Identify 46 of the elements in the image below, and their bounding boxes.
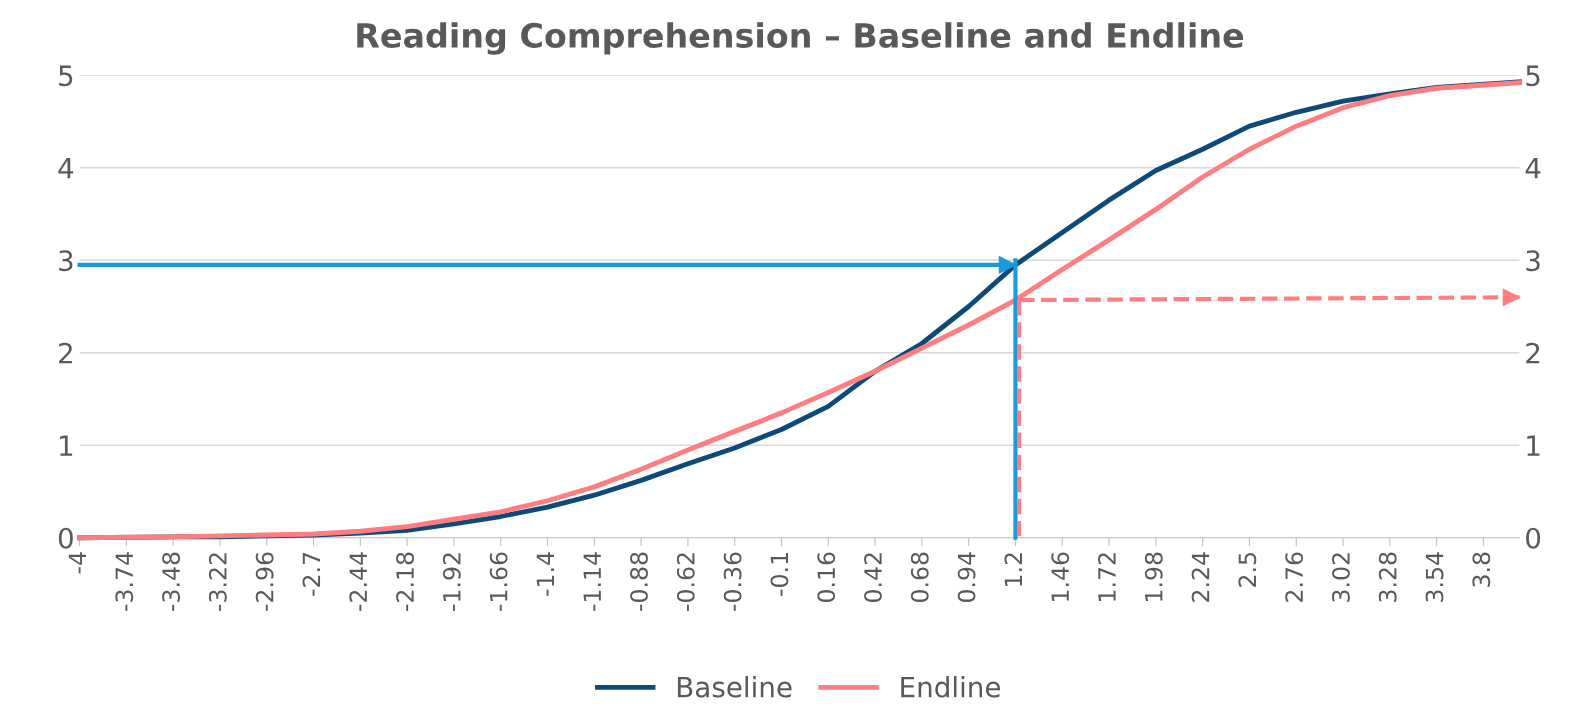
y-tick-label: 0 xyxy=(58,527,73,549)
x-tick-label: -2.96 xyxy=(255,552,274,611)
y2-tick-label: 3 xyxy=(1526,250,1540,272)
y-tick-label: 4 xyxy=(58,158,74,179)
x-tick-label: -3.48 xyxy=(162,552,180,611)
x-tick-label: -4 xyxy=(68,552,87,574)
x-tick-label: -1.66 xyxy=(489,552,508,611)
x-tick-label: 1.2 xyxy=(1004,553,1022,586)
legend-label: Endline xyxy=(901,676,1001,698)
x-tick-label: -0.62 xyxy=(676,553,695,611)
y2-tick-label: 4 xyxy=(1525,158,1541,179)
x-tick-label: -0.1 xyxy=(770,553,789,596)
x-tick-label: 3.02 xyxy=(1332,553,1350,602)
x-tick-label: -1.4 xyxy=(536,552,555,596)
legend-label: Baseline xyxy=(677,676,792,698)
x-tick-label: -1.14 xyxy=(583,552,601,611)
x-tick-label: 2.5 xyxy=(1238,553,1257,587)
x-tick-label: 0.16 xyxy=(817,552,836,602)
y-tick-label: 5 xyxy=(59,65,73,87)
x-tick-label: -1.92 xyxy=(442,553,461,611)
y2-tick-label: 0 xyxy=(1526,527,1541,549)
y-tick-label: 2 xyxy=(59,342,72,364)
x-tick-label: 1.72 xyxy=(1098,553,1116,601)
x-tick-label: 2.24 xyxy=(1191,552,1210,602)
x-tick-label: 1.46 xyxy=(1051,552,1070,601)
y-tick-label: 1 xyxy=(60,435,73,456)
x-tick-label: 3.28 xyxy=(1378,552,1397,602)
x-tick-label: 0.42 xyxy=(864,553,882,602)
y2-tick-label: 5 xyxy=(1526,65,1540,87)
x-tick-label: -0.36 xyxy=(723,552,742,611)
x-tick-label: -2.7 xyxy=(302,552,321,596)
x-tick-label: -2.18 xyxy=(396,552,414,611)
x-tick-label: 1.98 xyxy=(1144,552,1163,601)
x-tick-label: -2.44 xyxy=(349,552,367,611)
y2-tick-label: 2 xyxy=(1526,342,1540,364)
x-tick-label: -3.74 xyxy=(115,552,134,611)
x-tick-label: -0.88 xyxy=(630,552,648,611)
x-tick-label: 2.76 xyxy=(1285,552,1304,602)
y2-tick-label: 1 xyxy=(1527,435,1540,456)
x-tick-label: 0.94 xyxy=(957,552,976,602)
y-tick-label: 3 xyxy=(59,250,73,272)
x-tick-label: -3.22 xyxy=(208,553,227,611)
x-tick-label: 3.8 xyxy=(1472,552,1491,587)
x-tick-label: 0.68 xyxy=(910,552,929,602)
x-tick-label: 3.54 xyxy=(1425,552,1444,602)
chart-title: Reading Comprehension – Baseline and Endline xyxy=(357,22,1244,55)
